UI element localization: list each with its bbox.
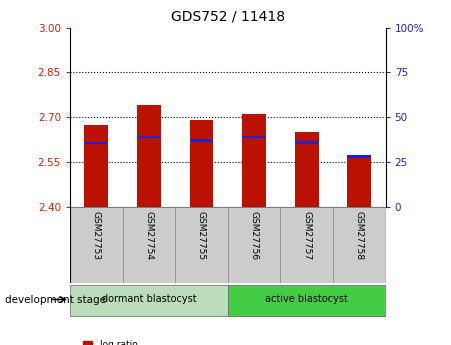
Text: GSM27754: GSM27754 [144,211,153,260]
Bar [70,207,123,283]
Bar [242,114,266,207]
Text: GSM27753: GSM27753 [92,211,101,260]
Bar [137,136,161,138]
Text: development stage: development stage [5,295,106,305]
Text: GSM27755: GSM27755 [197,211,206,260]
Text: GSM27758: GSM27758 [355,211,364,260]
Text: GSM27756: GSM27756 [249,211,258,260]
Bar [347,156,371,207]
Bar [189,139,213,142]
Bar [84,142,108,144]
Text: active blastocyst: active blastocyst [265,295,348,304]
Bar [281,207,333,283]
Text: dormant blastocyst: dormant blastocyst [101,295,196,304]
Title: GDS752 / 11418: GDS752 / 11418 [170,10,285,24]
Bar [228,285,386,316]
Bar [242,136,266,138]
Bar [123,207,175,283]
Bar [347,155,371,158]
Bar [84,125,108,207]
Bar [70,285,228,316]
Bar [295,141,318,144]
Text: GSM27757: GSM27757 [302,211,311,260]
Legend: log ratio, percentile rank within the sample: log ratio, percentile rank within the sa… [83,341,253,345]
Bar [333,207,386,283]
Bar [228,207,281,283]
Bar [295,132,318,207]
Bar [189,120,213,207]
Bar [175,207,228,283]
Bar [137,105,161,207]
